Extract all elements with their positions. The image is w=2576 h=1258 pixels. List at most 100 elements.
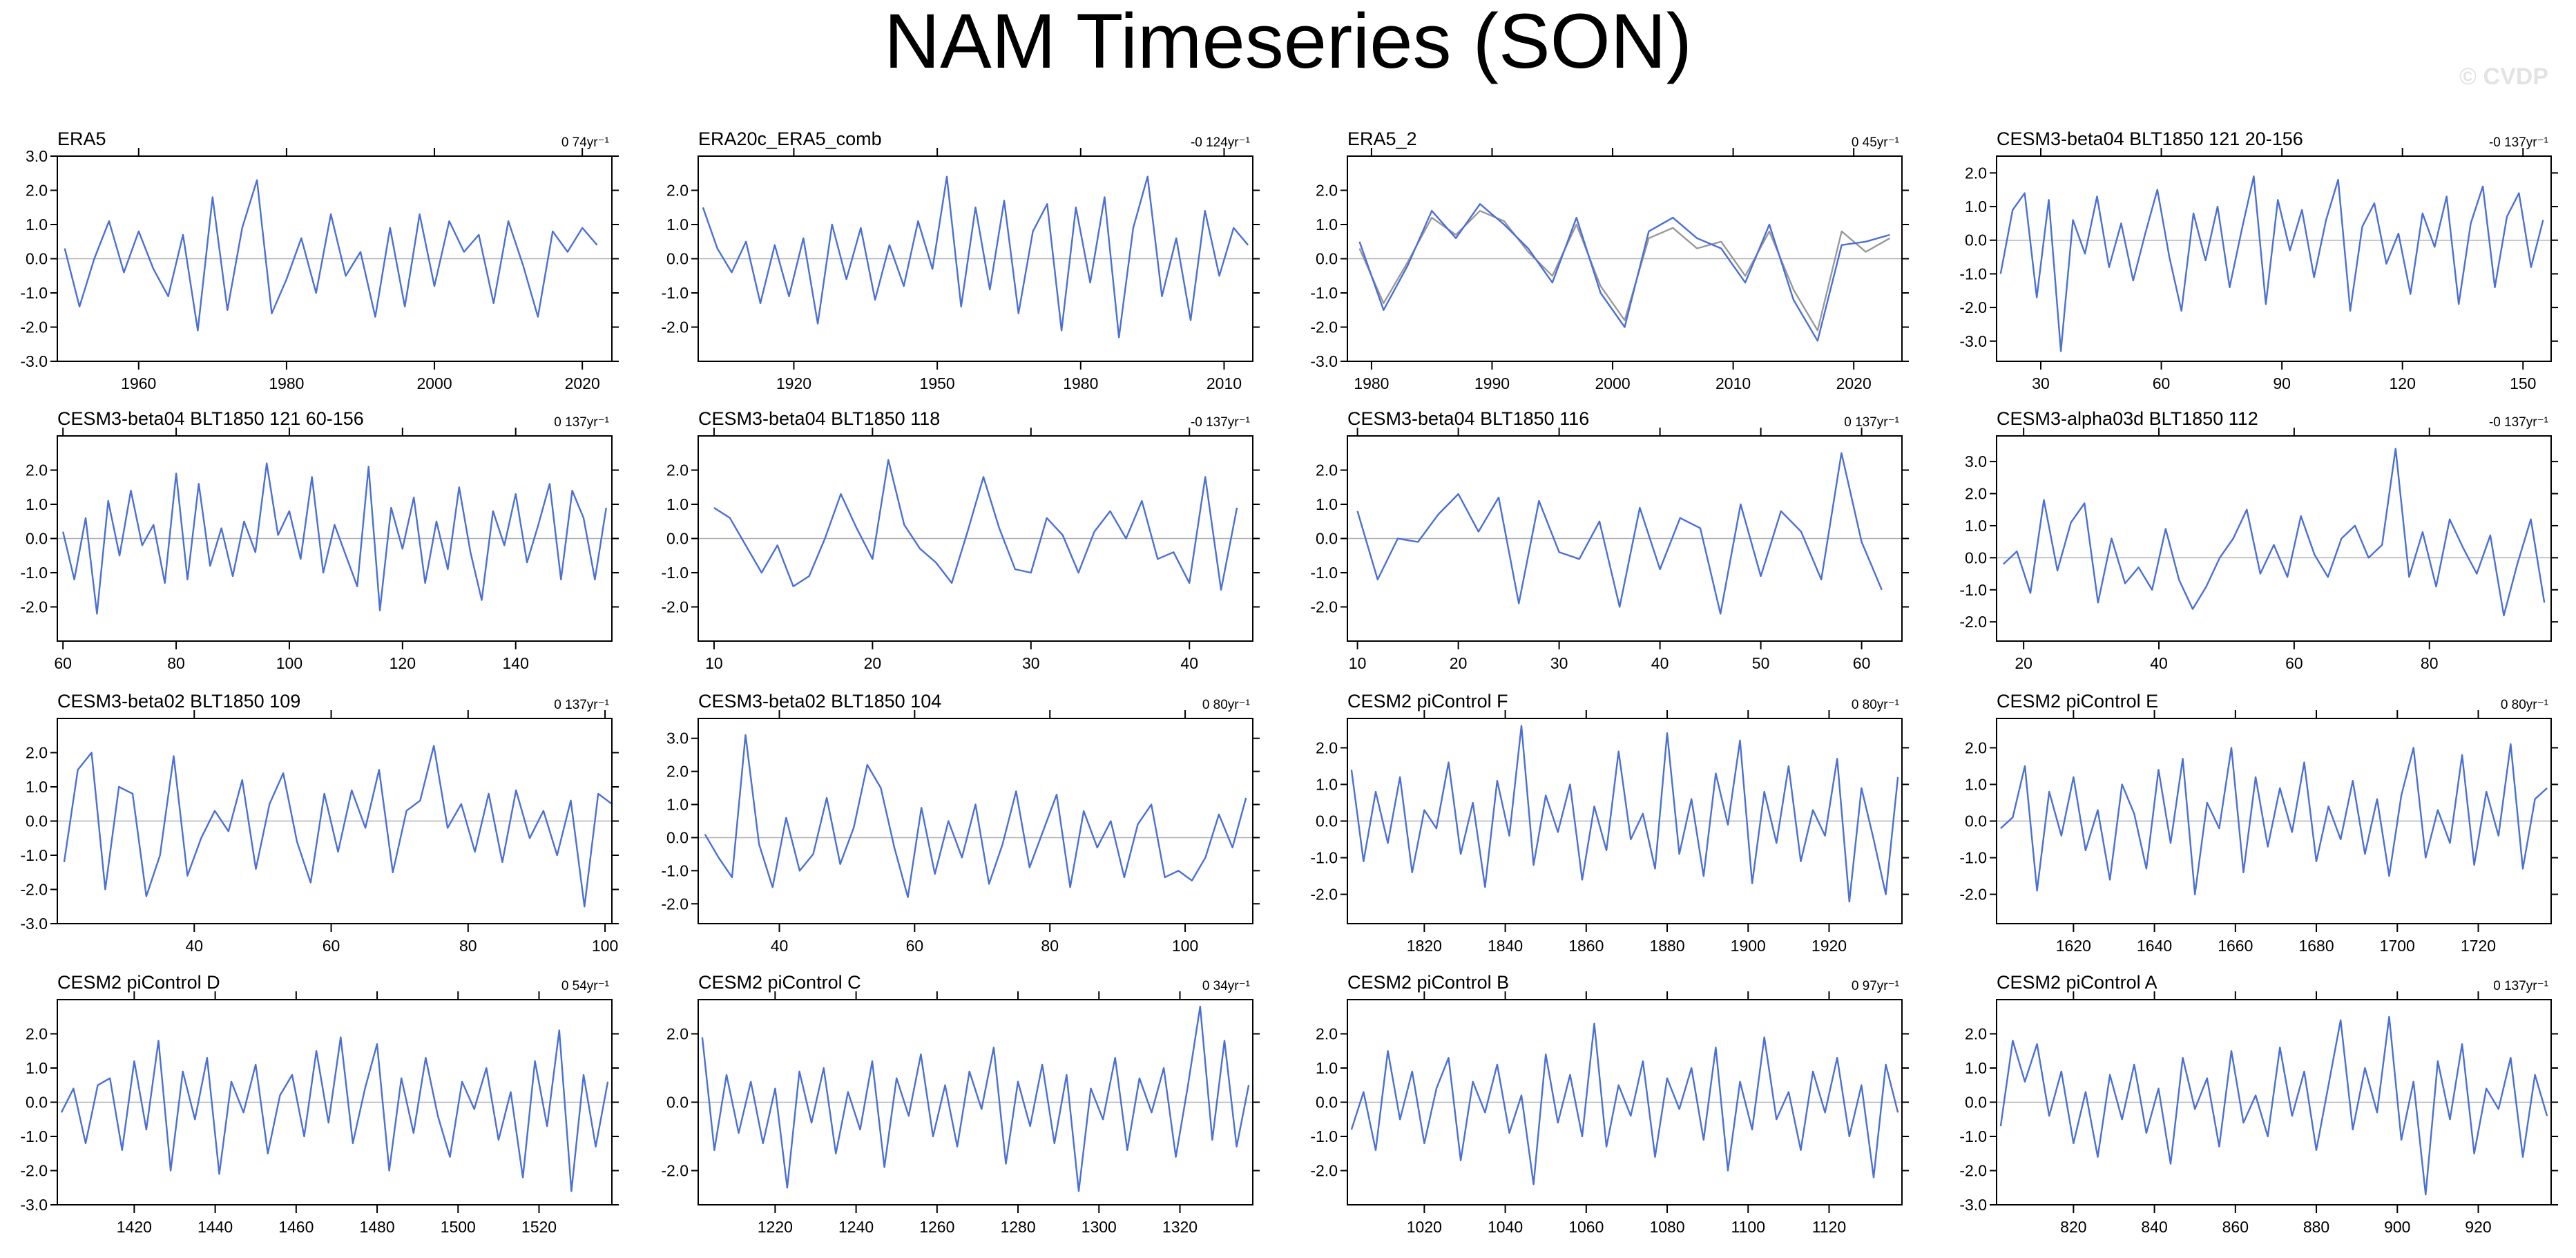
y-tick-label: -2.0 [1959,1162,1987,1180]
x-tick-label: 60 [54,654,72,672]
y-tick-label: 0.0 [1965,1094,1987,1112]
panel-title: CESM2 piControl C [698,972,861,993]
x-tick-label: 1460 [278,1218,314,1236]
plot-frame [57,155,613,362]
trend-label: -0 137yr⁻¹ [2489,415,2548,430]
y-tick-label: -2.0 [661,598,689,616]
y-tick-label: -2.0 [20,598,48,616]
x-tick-label: 1260 [919,1218,954,1236]
x-tick-label: 880 [2303,1218,2329,1236]
x-tick-label: 2000 [1595,374,1630,392]
series-line [64,179,598,332]
series-line [1358,210,1891,332]
y-tick-label: 0.0 [1965,549,1987,566]
y-tick-label: 1.0 [1965,517,1987,535]
y-tick-label: 0.0 [1316,250,1338,268]
y-tick-label: -2.0 [1310,886,1338,904]
y-tick-label: 3.0 [26,147,48,165]
x-tick-label: 60 [323,937,340,955]
y-tick-label: 1.0 [666,495,689,513]
y-tick-label: 0.0 [666,250,689,268]
panel-title: CESM3-beta04 BLT1850 121 60-156 [57,408,364,429]
x-tick-label: 1480 [359,1218,394,1236]
y-tick-label: -2.0 [1310,318,1338,336]
x-tick-label: 20 [2015,654,2032,672]
plot-frame [1996,155,2552,362]
x-tick-label: 30 [2032,374,2050,392]
x-tick-label: 2010 [1715,374,1751,392]
x-tick-label: 2020 [1836,374,1872,392]
trend-label: 0 137yr⁻¹ [554,698,609,712]
x-tick-label: 80 [2421,654,2439,672]
x-tick-label: 2000 [416,374,452,392]
plot-frame [698,435,1253,642]
series-line [1358,203,1890,342]
x-tick-label: 1100 [1731,1218,1765,1236]
x-tick-label: 1920 [776,374,811,392]
plot-frame [1996,718,2552,924]
x-tick-label: 1720 [2461,937,2496,955]
y-tick-label: 1.0 [1965,775,1987,793]
trend-label: 0 80yr⁻¹ [1202,698,1250,712]
y-tick-label: 2.0 [1316,1025,1338,1043]
y-tick-label: 0.0 [26,812,48,830]
x-tick-label: 1240 [838,1218,874,1236]
y-tick-label: -1.0 [661,861,689,879]
y-tick-label: 0.0 [1965,812,1987,830]
x-tick-label: 40 [1180,654,1198,672]
x-tick-label: 40 [185,937,203,955]
y-tick-label: 1.0 [1316,495,1338,513]
plot-frame [57,999,613,1205]
plot-frame [57,718,613,924]
y-tick-label: -2.0 [1959,613,1987,631]
x-tick-label: 40 [1651,654,1669,672]
plot-frame [698,999,1253,1205]
x-tick-label: 1620 [2056,937,2091,955]
x-tick-label: 1880 [1649,937,1684,955]
y-tick-label: -1.0 [1310,849,1338,867]
y-tick-label: -1.0 [1310,1127,1338,1145]
y-tick-label: -1.0 [20,564,48,582]
y-tick-label: -1.0 [661,564,689,582]
series-line [2002,448,2546,617]
x-tick-label: 100 [592,937,618,955]
x-tick-label: 100 [276,654,302,672]
y-tick-label: 1.0 [1316,216,1338,234]
y-tick-label: -2.0 [20,1162,48,1180]
x-tick-label: 80 [167,654,185,672]
y-tick-label: 1.0 [1316,775,1338,793]
y-tick-label: -3.0 [1959,1196,1987,1214]
y-tick-label: -1.0 [1959,849,1987,867]
y-tick-label: 2.0 [666,461,689,479]
x-tick-label: 1820 [1407,937,1442,955]
x-tick-label: 1920 [1811,937,1847,955]
x-tick-label: 100 [1172,937,1198,955]
x-tick-label: 1980 [1354,374,1389,392]
trend-label: 0 80yr⁻¹ [1852,698,1899,712]
x-tick-label: 1990 [1474,374,1510,392]
y-tick-label: -3.0 [1310,352,1338,370]
x-tick-label: 860 [2222,1218,2249,1236]
x-tick-label: 820 [2060,1218,2086,1236]
y-tick-label: -1.0 [20,1127,48,1145]
x-tick-label: 1960 [121,374,156,392]
y-tick-label: 1.0 [26,778,48,796]
trend-label: 0 74yr⁻¹ [561,135,609,150]
y-tick-label: 2.0 [666,182,689,200]
y-tick-label: 2.0 [666,1025,689,1043]
y-tick-label: 2.0 [1965,738,1987,756]
y-tick-label: -2.0 [1959,886,1987,904]
plot-frame [698,718,1253,924]
trend-label: -0 137yr⁻¹ [1191,415,1250,430]
x-tick-label: 140 [503,654,529,672]
y-tick-label: -2.0 [661,1162,689,1180]
x-tick-label: 40 [771,937,789,955]
y-tick-label: -1.0 [1310,284,1338,302]
trend-label: 0 34yr⁻¹ [1202,979,1250,993]
x-tick-label: 1980 [269,374,304,392]
x-tick-label: 1300 [1082,1218,1117,1236]
x-tick-label: 1860 [1568,937,1604,955]
panel-title: CESM2 piControl B [1347,972,1509,993]
y-tick-label: 1.0 [666,216,689,234]
y-tick-label: 0.0 [1316,1094,1338,1112]
